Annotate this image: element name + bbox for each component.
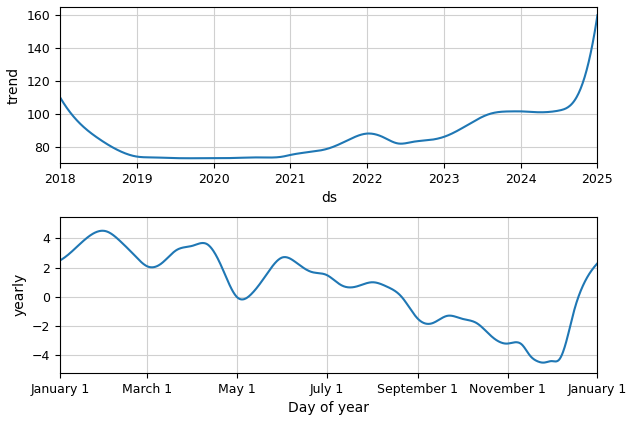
Y-axis label: trend: trend bbox=[7, 67, 21, 104]
Y-axis label: yearly: yearly bbox=[13, 273, 27, 316]
X-axis label: Day of year: Day of year bbox=[288, 401, 369, 415]
X-axis label: ds: ds bbox=[321, 192, 337, 206]
